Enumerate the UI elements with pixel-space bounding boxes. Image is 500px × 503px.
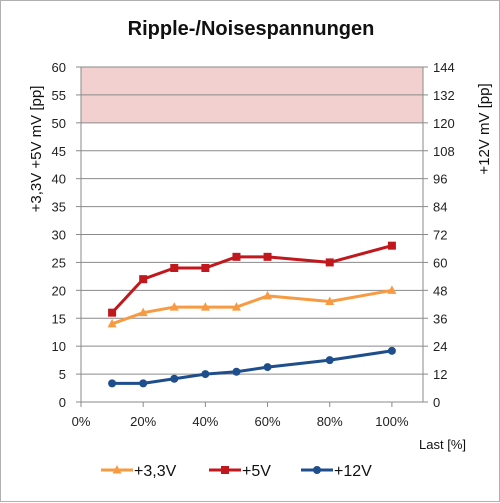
data-point (325, 258, 334, 267)
y-tick-label-left: 25 (52, 255, 66, 270)
y-tick-label-left: 50 (52, 116, 66, 131)
y-tick-label-right: 108 (433, 144, 455, 159)
legend-label: +5V (242, 463, 271, 480)
x-tick-label: 20% (130, 414, 156, 429)
y-tick-label-right: 132 (433, 88, 455, 103)
y-tick-label-left: 60 (52, 60, 66, 75)
data-point (108, 308, 117, 317)
data-point (107, 318, 117, 328)
y-tick-label-left: 45 (52, 144, 66, 159)
y-tick-label-left: 0 (59, 395, 66, 410)
legend: +3,3V +5V +12V (101, 463, 372, 480)
x-tick-label: 80% (317, 414, 343, 429)
y-tick-label-left: 10 (52, 339, 66, 354)
y-tick-label-right: 0 (433, 395, 440, 410)
data-point (387, 346, 396, 355)
legend-marker (313, 466, 321, 474)
x-tick-label: 60% (255, 414, 281, 429)
series-line (110, 244, 393, 314)
data-point (325, 296, 335, 305)
y-tick-label-right: 36 (433, 311, 447, 326)
y-tick-label-right: 48 (433, 283, 447, 298)
data-point (169, 302, 179, 311)
y-tick-label-left: 30 (52, 228, 66, 243)
x-tick-label: 40% (192, 414, 218, 429)
data-point (170, 374, 179, 383)
y-tick-label-right: 120 (433, 116, 455, 131)
data-point (232, 252, 241, 261)
data-point (201, 264, 210, 272)
x-axis-label: Last [%] (419, 437, 466, 452)
series-0 (107, 285, 397, 328)
y-tick-label-right: 60 (433, 255, 447, 270)
y-axis-right-label: +12V mV [pp] (476, 83, 493, 174)
data-point (387, 285, 397, 294)
data-point (139, 275, 148, 284)
y-axis-left-label: +3,3V +5V mV [pp] (28, 86, 45, 213)
series-line (111, 288, 393, 326)
data-point (263, 363, 272, 372)
chart-title: Ripple-/Noisespannungen (128, 18, 375, 40)
data-point (387, 241, 396, 250)
y-tick-label-left: 5 (59, 367, 66, 382)
x-tick-label: 0% (72, 414, 91, 429)
y-tick-label-right: 72 (433, 228, 447, 243)
y-tick-label-left: 20 (52, 283, 66, 298)
y-tick-label-left: 40 (52, 172, 66, 187)
data-point (263, 252, 272, 261)
y-tick-label-right: 12 (433, 367, 447, 382)
legend-marker (112, 465, 122, 474)
y-tick-label-right: 144 (433, 60, 455, 75)
data-point (263, 290, 273, 300)
legend-label: +3,3V (134, 463, 177, 480)
x-tick-label: 100% (375, 414, 409, 429)
legend-label: +12V (334, 463, 372, 480)
data-point (108, 379, 117, 388)
y-tick-label-right: 84 (433, 200, 447, 215)
data-point (139, 379, 148, 388)
data-point (201, 370, 210, 379)
data-point (231, 302, 241, 311)
legend-marker (221, 466, 229, 474)
y-tick-label-left: 15 (52, 311, 66, 326)
y-tick-label-left: 35 (52, 200, 66, 215)
y-tick-label-right: 96 (433, 172, 447, 187)
series-1 (108, 241, 396, 317)
y-tick-label-right: 24 (433, 339, 447, 354)
series-2 (108, 346, 396, 388)
data-point (200, 302, 210, 311)
data-point (232, 367, 241, 376)
series-line (112, 349, 393, 385)
y-tick-label-left: 55 (52, 88, 66, 103)
data-point (325, 356, 334, 365)
data-point (170, 264, 179, 272)
data-point (138, 307, 148, 317)
